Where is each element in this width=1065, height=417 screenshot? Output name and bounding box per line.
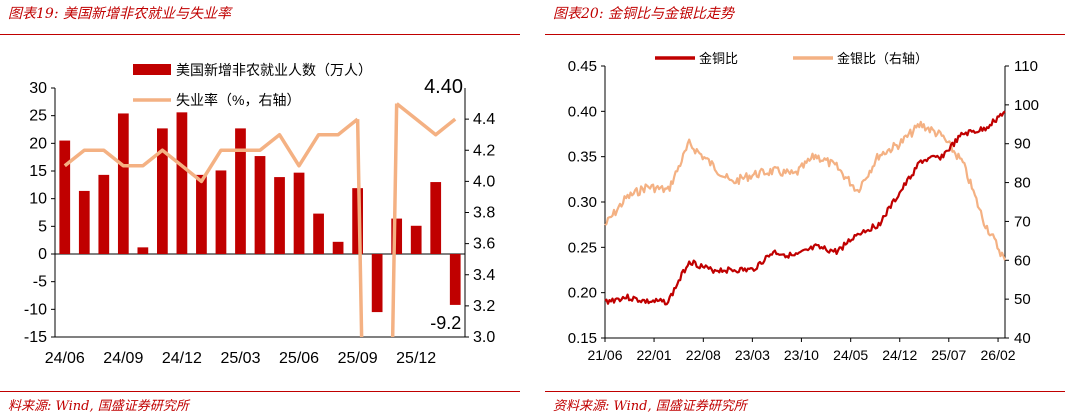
right-y-tick-label: 90 xyxy=(1014,136,1031,153)
source-rule xyxy=(545,391,1065,392)
x-tick-label: 25/07 xyxy=(931,347,966,363)
x-tick-label: 25/03 xyxy=(220,350,260,367)
left-y-tick-label: 5 xyxy=(38,218,47,235)
left-y-tick-label: 0 xyxy=(38,246,47,263)
x-tick-label: 23/10 xyxy=(784,347,819,363)
legend-label-gold-silver: 金银比（右轴） xyxy=(837,51,928,66)
annotation-last-unemployment: 4.40 xyxy=(424,76,463,98)
nonfarm-bar xyxy=(59,140,71,254)
nonfarm-bar xyxy=(274,177,285,254)
nonfarm-bar xyxy=(410,225,422,254)
annotation-last-nonfarm: -9.2 xyxy=(430,313,461,333)
left-y-tick-label: 10 xyxy=(29,191,47,208)
nonfarm-bar xyxy=(78,190,90,254)
x-tick-label: 21/06 xyxy=(587,347,622,363)
left-y-tick-label: 0.25 xyxy=(568,239,597,256)
left-y-tick-label: 0.45 xyxy=(568,58,597,75)
right-y-tick-label: 50 xyxy=(1014,291,1031,308)
right-y-tick-label: 100 xyxy=(1014,97,1039,114)
gold-silver-line xyxy=(604,120,1007,261)
x-tick-label: 26/02 xyxy=(981,347,1016,363)
x-tick-label: 22/08 xyxy=(686,347,721,363)
right-y-tick-label: 3.2 xyxy=(473,298,495,315)
left-y-tick-label: -10 xyxy=(24,301,47,318)
left-y-tick-label: 0.40 xyxy=(568,103,597,120)
x-tick-label: 23/03 xyxy=(735,347,770,363)
right-y-tick-label: 3.8 xyxy=(473,205,495,222)
legend-label-line: 失业率（%，右轴） xyxy=(176,92,300,108)
nonfarm-bar xyxy=(98,174,110,254)
right-y-tick-label: 80 xyxy=(1014,175,1031,192)
legend-label-gold-copper: 金铜比 xyxy=(699,51,738,66)
x-tick-label: 24/12 xyxy=(882,347,917,363)
source-rule xyxy=(0,391,520,392)
right-y-tick-label: 3.4 xyxy=(473,267,495,284)
panel-gold-ratios: 图表20: 金铜比与金银比走势 0.15 0.20 0.25 0.30 0.35 0.40… xyxy=(545,0,1065,417)
right-y-tick-label: 4.0 xyxy=(473,173,495,190)
nonfarm-bar xyxy=(137,247,149,254)
nonfarm-bar xyxy=(215,170,227,254)
title-rule xyxy=(0,34,520,35)
nonfarm-bar xyxy=(391,218,403,254)
nonfarm-bar xyxy=(176,112,188,254)
title-rule xyxy=(545,34,1065,35)
nonfarm-bar xyxy=(117,113,129,254)
figure-title-20: 图表20: 金铜比与金银比走势 xyxy=(553,6,734,22)
left-y-tick-label: 0.30 xyxy=(568,194,597,211)
nonfarm-bar xyxy=(313,213,324,254)
nonfarm-bar xyxy=(449,254,461,305)
left-y-tick-label: 20 xyxy=(29,135,47,152)
x-tick-label: 22/01 xyxy=(637,347,672,363)
source-note-19: 料来源: Wind, 国盛证券研究所 xyxy=(8,399,189,414)
left-y-tick-label: 30 xyxy=(29,80,47,97)
right-y-tick-label: 110 xyxy=(1014,58,1038,75)
right-y-tick-label: 3.0 xyxy=(473,329,495,346)
gold-copper-line xyxy=(604,110,1006,306)
x-tick-label: 24/05 xyxy=(833,347,868,363)
x-tick-label: 25/09 xyxy=(338,350,378,367)
gold-ratios-chart: 0.15 0.20 0.25 0.30 0.35 0.40 0.45 40 50 60 70 80 90… xyxy=(568,51,1039,363)
nonfarm-bar xyxy=(293,172,305,254)
nonfarm-bar xyxy=(332,241,344,254)
unemployment-line xyxy=(63,102,457,338)
nonfarm-bar xyxy=(235,128,246,254)
legend-swatch-bar xyxy=(133,64,171,75)
x-tick-label: 25/12 xyxy=(396,350,436,367)
left-y-tick-label: 15 xyxy=(29,163,47,180)
nonfarm-bar xyxy=(371,254,383,313)
nonfarm-bar xyxy=(196,174,207,254)
left-y-tick-label: 0.35 xyxy=(568,149,597,166)
legend-label-bar: 美国新增非农就业人数（万人） xyxy=(176,62,372,78)
nonfarm-bar xyxy=(157,128,168,254)
left-y-tick-label: -5 xyxy=(33,274,47,291)
left-y-tick-label: -15 xyxy=(24,329,47,346)
x-tick-label: 24/12 xyxy=(162,350,202,367)
panel-nonfarm-unemployment: 图表19: 美国新增非农就业与失业率 -15 -10 -5 0 5 10 15 20 25 30 3… xyxy=(0,0,520,417)
left-y-tick-label: 0.20 xyxy=(568,285,597,302)
nonfarm-bar xyxy=(254,156,266,254)
right-y-tick-label: 4.4 xyxy=(473,111,495,128)
x-tick-label: 25/06 xyxy=(279,350,319,367)
left-y-tick-label: 0.15 xyxy=(568,330,597,347)
left-y-tick-label: 25 xyxy=(29,108,47,125)
right-y-tick-label: 3.6 xyxy=(473,236,495,253)
figure-title-19: 图表19: 美国新增非农就业与失业率 xyxy=(8,6,231,22)
right-y-tick-label: 40 xyxy=(1014,330,1031,347)
x-tick-label: 24/06 xyxy=(45,350,85,367)
source-note-20: 资料来源: Wind, 国盛证券研究所 xyxy=(553,399,747,414)
right-y-tick-label: 4.2 xyxy=(473,142,495,159)
nonfarm-bar xyxy=(352,188,363,254)
x-tick-label: 24/09 xyxy=(103,350,143,367)
right-y-tick-label: 60 xyxy=(1014,252,1031,269)
right-y-tick-label: 70 xyxy=(1014,213,1031,230)
nonfarm-unemployment-chart: -15 -10 -5 0 5 10 15 20 25 30 3.0 3.2 3.4 3.6 3.8 4.0 4.… xyxy=(24,62,495,367)
nonfarm-bar xyxy=(430,182,442,254)
